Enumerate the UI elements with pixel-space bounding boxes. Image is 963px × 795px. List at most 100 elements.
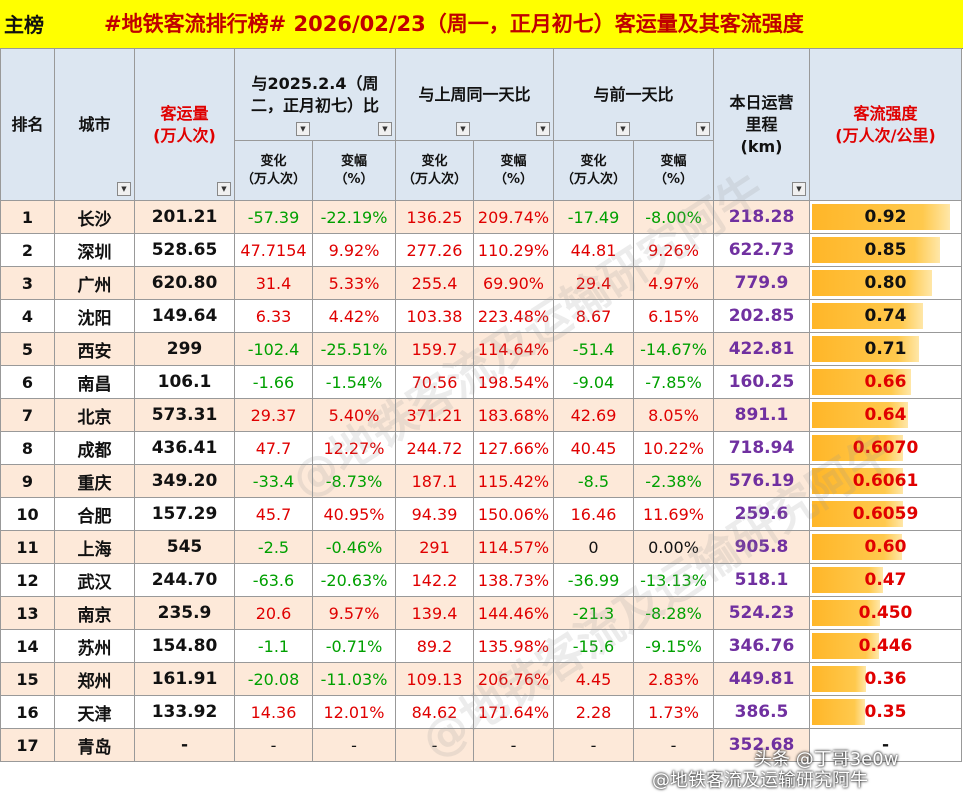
wow-pct-cell: 144.46% <box>473 596 554 630</box>
intensity-value: 0.450 <box>858 603 913 623</box>
table-row: 1 长沙 201.21 -57.39 -22.19% 136.25 209.74% -17.4… <box>0 200 962 234</box>
rank-cell: 17 <box>0 728 55 762</box>
yoy-pct-cell: -11.03% <box>312 662 396 696</box>
city-cell: 上海 <box>54 530 135 564</box>
intensity-cell: 0.85 <box>809 233 962 267</box>
board-label: 主榜 <box>4 13 44 37</box>
yoy-change-cell: - <box>234 728 313 762</box>
dod-pct-cell: 10.22% <box>633 431 714 465</box>
yoy-pct-cell: 12.27% <box>312 431 396 465</box>
dropdown-filter-icon[interactable]: ▼ <box>616 122 630 136</box>
header-group-wow[interactable]: 与上周同一天比 ▼ ▼ <box>395 48 554 141</box>
dod-change-cell: 42.69 <box>553 398 634 432</box>
wow-change-cell: 187.1 <box>395 464 474 498</box>
table-row: 14 苏州 154.80 -1.1 -0.71% 89.2 135.98% -15.6 -9.1… <box>0 629 962 663</box>
intensity-cell: 0.80 <box>809 266 962 300</box>
wow-change-cell: 255.4 <box>395 266 474 300</box>
rank-cell: 4 <box>0 299 55 333</box>
intensity-value: 0.64 <box>864 405 907 425</box>
rank-cell: 2 <box>0 233 55 267</box>
volume-cell: 154.80 <box>134 629 235 663</box>
wow-change-cell: 291 <box>395 530 474 564</box>
header-group-yoy[interactable]: 与2025.2.4（周 二，正月初七）比 ▼ ▼ <box>234 48 396 141</box>
mileage-cell: 622.73 <box>713 233 810 267</box>
intensity-cell: 0.450 <box>809 596 962 630</box>
dod-pct-cell: 6.15% <box>633 299 714 333</box>
header-mileage[interactable]: 本日运营 里程 (km) ▼ <box>713 48 810 201</box>
dropdown-filter-icon[interactable]: ▼ <box>217 182 231 196</box>
city-cell: 天津 <box>54 695 135 729</box>
intensity-value: 0.92 <box>864 207 907 227</box>
wow-pct-cell: 171.64% <box>473 695 554 729</box>
city-cell: 广州 <box>54 266 135 300</box>
dropdown-filter-icon[interactable]: ▼ <box>378 122 392 136</box>
wow-change-cell: 84.62 <box>395 695 474 729</box>
table-row: 2 深圳 528.65 47.7154 9.92% 277.26 110.29% 44.81 9… <box>0 233 962 267</box>
dod-pct-cell: 0.00% <box>633 530 714 564</box>
yoy-change-cell: 31.4 <box>234 266 313 300</box>
wow-change-cell: 159.7 <box>395 332 474 366</box>
footer-source: 头条 @丁哥3e0w <box>754 749 899 770</box>
mileage-cell: 449.81 <box>713 662 810 696</box>
yoy-pct-cell: -0.46% <box>312 530 396 564</box>
wow-pct-cell: 69.90% <box>473 266 554 300</box>
page-title: #地铁客流排行榜# 2026/02/23（周一，正月初七）客运量及其客流强度 <box>104 12 804 36</box>
table-row: 5 西安 299 -102.4 -25.51% 159.7 114.64% -51.4 -14.… <box>0 332 962 366</box>
dod-change-cell: 2.28 <box>553 695 634 729</box>
dropdown-filter-icon[interactable]: ▼ <box>792 182 806 196</box>
intensity-bar <box>812 468 903 494</box>
city-cell: 北京 <box>54 398 135 432</box>
dod-change-cell: -21.3 <box>553 596 634 630</box>
table-row: 13 南京 235.9 20.6 9.57% 139.4 144.46% -21.3 -8.28… <box>0 596 962 630</box>
intensity-bar <box>812 336 919 362</box>
mileage-cell: 352.68 <box>713 728 810 762</box>
volume-cell: 149.64 <box>134 299 235 333</box>
wow-pct-cell: 209.74% <box>473 200 554 234</box>
wow-pct-cell: 110.29% <box>473 233 554 267</box>
header-dod-change: 变化 （万人次） <box>553 140 634 201</box>
table-row: 4 沈阳 149.64 6.33 4.42% 103.38 223.48% 8.67 6.15%… <box>0 299 962 333</box>
header-yoy-change: 变化 （万人次） <box>234 140 313 201</box>
header-volume[interactable]: 客运量 (万人次) ▼ <box>134 48 235 201</box>
rank-cell: 15 <box>0 662 55 696</box>
dod-pct-cell: -9.15% <box>633 629 714 663</box>
yoy-pct-cell: -20.63% <box>312 563 396 597</box>
intensity-value: 0.6059 <box>852 504 919 524</box>
volume-cell: 545 <box>134 530 235 564</box>
rank-cell: 5 <box>0 332 55 366</box>
city-cell: 长沙 <box>54 200 135 234</box>
mileage-cell: 346.76 <box>713 629 810 663</box>
intensity-cell: 0.60 <box>809 530 962 564</box>
yoy-change-cell: 47.7154 <box>234 233 313 267</box>
dod-change-cell: 16.46 <box>553 497 634 531</box>
intensity-cell: 0.35 <box>809 695 962 729</box>
dropdown-filter-icon[interactable]: ▼ <box>696 122 710 136</box>
intensity-value: 0.66 <box>864 372 907 392</box>
city-cell: 沈阳 <box>54 299 135 333</box>
table-row: 16 天津 133.92 14.36 12.01% 84.62 171.64% 2.28 1.7… <box>0 695 962 729</box>
city-cell: 深圳 <box>54 233 135 267</box>
dropdown-filter-icon[interactable]: ▼ <box>117 182 131 196</box>
dod-change-cell: 44.81 <box>553 233 634 267</box>
dod-change-cell: 0 <box>553 530 634 564</box>
title-bar: 主榜 #地铁客流排行榜# 2026/02/23（周一，正月初七）客运量及其客流强… <box>0 0 963 49</box>
yoy-change-cell: -20.08 <box>234 662 313 696</box>
wow-pct-cell: 115.42% <box>473 464 554 498</box>
yoy-pct-cell: 12.01% <box>312 695 396 729</box>
header-group-dod[interactable]: 与前一天比 ▼ ▼ <box>553 48 714 141</box>
wow-pct-cell: - <box>473 728 554 762</box>
volume-cell: 573.31 <box>134 398 235 432</box>
intensity-bar <box>812 666 866 692</box>
city-cell: 南昌 <box>54 365 135 399</box>
intensity-bar <box>812 204 950 230</box>
table-row: 17 青岛 - - - - - - -352.68- <box>0 728 962 762</box>
table-row: 15 郑州 161.91 -20.08 -11.03% 109.13 206.76% 4.45… <box>0 662 962 696</box>
dropdown-filter-icon[interactable]: ▼ <box>536 122 550 136</box>
dropdown-filter-icon[interactable]: ▼ <box>296 122 310 136</box>
header-city[interactable]: 城市 ▼ <box>54 48 135 201</box>
yoy-change-cell: 14.36 <box>234 695 313 729</box>
dropdown-filter-icon[interactable]: ▼ <box>456 122 470 136</box>
dod-change-cell: 8.67 <box>553 299 634 333</box>
wow-change-cell: - <box>395 728 474 762</box>
header-yoy-pct: 变幅 （%） <box>312 140 396 201</box>
